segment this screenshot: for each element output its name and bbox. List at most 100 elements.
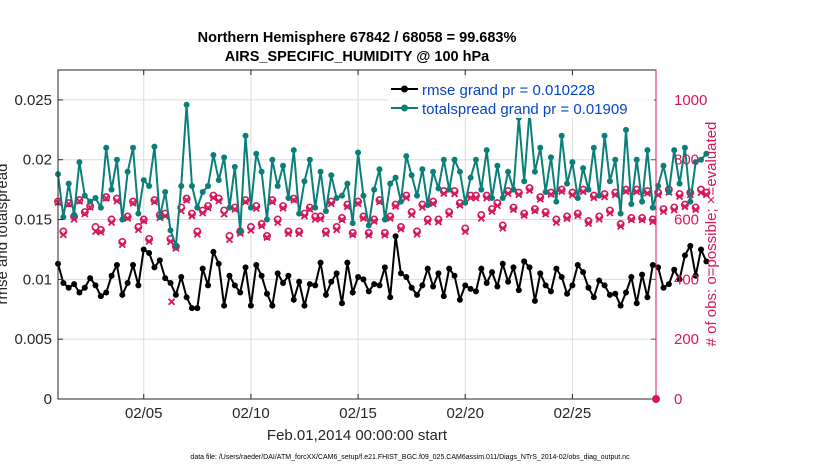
y-left-tick-label: 0: [44, 391, 52, 408]
rmse-point: [489, 269, 496, 276]
obs-evaluated-point: [300, 212, 309, 220]
rmse-point: [531, 297, 538, 304]
obs-evaluated-point: [391, 202, 400, 211]
obs-evaluated-stroke: [483, 194, 491, 202]
totalspread-point: [263, 216, 270, 223]
obs-evaluated-stroke: [434, 218, 443, 226]
legend: rmse grand pr = 0.010228 totalspread gra…: [388, 78, 654, 118]
axes: 02/05 02/10 02/15 02/20 02/25 0 0.005 0.01 0.015…: [14, 70, 707, 422]
rmse-point: [162, 275, 169, 282]
totalspread-point: [65, 180, 72, 187]
rmse-point: [140, 246, 147, 253]
obs-evaluated-stroke: [167, 298, 176, 306]
obs-evaluated-stroke: [59, 231, 67, 239]
y-axis-left-label: rmse and totalspread: [0, 164, 11, 305]
obs-evaluated-point: [295, 229, 303, 238]
obs-evaluated-point: [306, 205, 314, 214]
totalspread-point: [612, 156, 619, 163]
legend-label-spread: totalspread grand pr = 0.01909: [422, 101, 628, 118]
rmse-point: [205, 282, 212, 289]
rmse-point: [242, 264, 249, 271]
x-tick-label: 02/20: [446, 405, 484, 422]
obs-evaluated-stroke: [252, 204, 260, 213]
rmse-point: [274, 270, 281, 277]
rmse-point: [221, 302, 228, 309]
rmse-point: [655, 264, 662, 271]
obs-evaluated-stroke: [295, 229, 303, 238]
rmse-point: [226, 272, 233, 279]
rmse-point: [681, 252, 688, 259]
obs-evaluated-point: [365, 231, 373, 239]
totalspread-point: [483, 147, 490, 154]
obs-evaluated-stroke: [579, 188, 587, 196]
rmse-point: [424, 265, 431, 272]
obs-evaluated-point: [59, 231, 67, 239]
obs-evaluated-point: [563, 215, 571, 223]
obs-evaluated-stroke: [124, 214, 132, 222]
obs-evaluated-point: [493, 202, 502, 210]
obs-possible-point: [204, 202, 213, 211]
totalspread-point: [210, 151, 217, 158]
rmse-point: [392, 233, 399, 240]
obs-evaluated-point: [402, 194, 410, 202]
rmse-point: [290, 296, 297, 303]
rmse-point: [606, 291, 613, 298]
obs-evaluated-point: [606, 209, 614, 217]
obs-evaluated-point: [150, 198, 159, 206]
totalspread-point: [371, 186, 378, 193]
rmse-point: [435, 270, 442, 277]
y-right-tick-label: 800: [674, 152, 699, 169]
rmse-point: [312, 282, 319, 289]
obs-evaluated-stroke: [274, 218, 282, 227]
rmse-point: [60, 279, 67, 286]
rmse-point: [322, 291, 329, 298]
obs-evaluated-point: [627, 216, 635, 224]
obs-evaluated-stroke: [397, 225, 405, 233]
rmse-point: [456, 296, 463, 303]
totalspread-point: [231, 163, 238, 170]
obs-evaluated-point: [129, 199, 137, 207]
rmse-point: [338, 300, 345, 307]
obs-evaluated-point: [381, 231, 389, 239]
totalspread-point: [580, 165, 587, 172]
obs-evaluated-stroke: [145, 237, 153, 246]
obs-evaluated-point: [450, 190, 459, 198]
obs-evaluated-stroke: [359, 214, 368, 222]
rmse-point: [703, 258, 710, 265]
totalspread-point: [376, 166, 383, 173]
totalspread-point: [435, 185, 442, 192]
obs-evaluated-point: [536, 195, 544, 203]
totalspread-point: [167, 227, 174, 234]
obs-evaluated-point: [600, 193, 609, 201]
legend-box: [388, 78, 654, 118]
y-right-tick-label: 600: [674, 212, 699, 229]
rmse-point: [124, 279, 131, 286]
obs-possible-point: [386, 212, 395, 221]
obs-evaluated-point: [552, 218, 560, 227]
rmse-point: [113, 262, 120, 269]
rmse-point: [87, 275, 94, 282]
y-right-tick-label: 200: [674, 331, 699, 348]
obs-evaluated-stroke: [349, 231, 357, 239]
rmse-point: [194, 305, 201, 312]
totalspread-point: [162, 189, 169, 196]
rmse-point: [483, 279, 490, 286]
rmse-point: [665, 281, 672, 288]
obs-evaluated-point: [161, 212, 169, 220]
obs-evaluated-stroke: [638, 216, 646, 224]
totalspread-point: [130, 144, 137, 151]
obs-evaluated-stroke: [81, 210, 89, 218]
obs-evaluated-point: [209, 194, 218, 202]
rmse-point: [451, 272, 458, 279]
obs-possible-point: [348, 229, 357, 238]
obs-possible-point: [557, 185, 566, 194]
obs-evaluated-point: [675, 192, 684, 201]
rmse-point: [263, 290, 270, 297]
obs-evaluated-stroke: [574, 212, 582, 220]
totalspread-point: [628, 200, 635, 207]
totalspread-point: [419, 166, 426, 173]
rmse-point: [639, 271, 646, 278]
totalspread-point: [456, 168, 463, 175]
totalspread-point: [392, 174, 399, 181]
rmse-point: [698, 246, 705, 253]
